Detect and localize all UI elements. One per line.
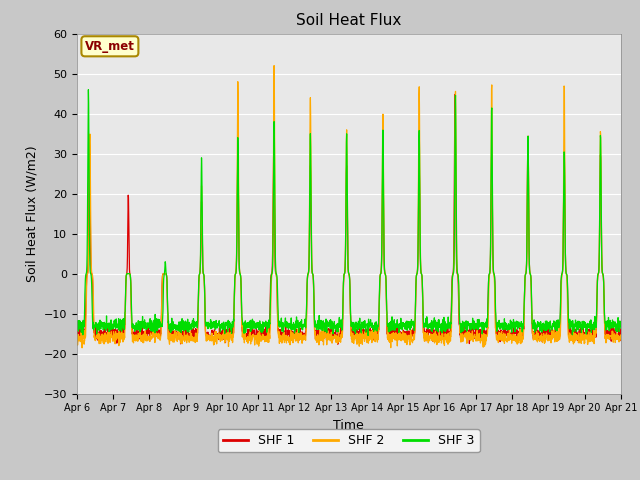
SHF 2 [570,327,577,333]
SHF 1 [451,92,459,97]
SHF 1 [584,328,592,334]
SHF 1 [508,332,515,338]
Line: SHF 2: SHF 2 [77,66,621,348]
SHF 3 [584,324,592,330]
Title: Soil Heat Flux: Soil Heat Flux [296,13,401,28]
SHF 1 [617,331,625,336]
SHF 2 [617,335,625,340]
SHF 2 [73,332,81,337]
SHF 1 [570,329,577,335]
SHF 2 [270,63,278,69]
Line: SHF 3: SHF 3 [77,90,621,336]
Y-axis label: Soil Heat Flux (W/m2): Soil Heat Flux (W/m2) [25,145,38,282]
SHF 3 [508,322,515,327]
SHF 1 [365,327,372,333]
SHF 2 [225,334,232,340]
SHF 1 [73,326,81,332]
SHF 1 [225,330,232,336]
SHF 2 [584,332,592,338]
SHF 3 [365,325,372,331]
X-axis label: Time: Time [333,419,364,432]
SHF 3 [84,87,92,93]
SHF 2 [365,330,372,336]
SHF 3 [617,323,625,328]
SHF 1 [376,272,384,277]
SHF 2 [508,335,515,340]
SHF 3 [570,327,577,333]
Legend: SHF 1, SHF 2, SHF 3: SHF 1, SHF 2, SHF 3 [218,429,479,452]
SHF 3 [225,319,232,324]
SHF 1 [334,341,342,347]
SHF 3 [73,327,81,333]
SHF 2 [78,345,86,351]
SHF 3 [377,271,385,276]
Text: VR_met: VR_met [85,40,135,53]
Line: SHF 1: SHF 1 [77,95,621,344]
SHF 2 [377,271,385,276]
SHF 3 [364,333,372,338]
